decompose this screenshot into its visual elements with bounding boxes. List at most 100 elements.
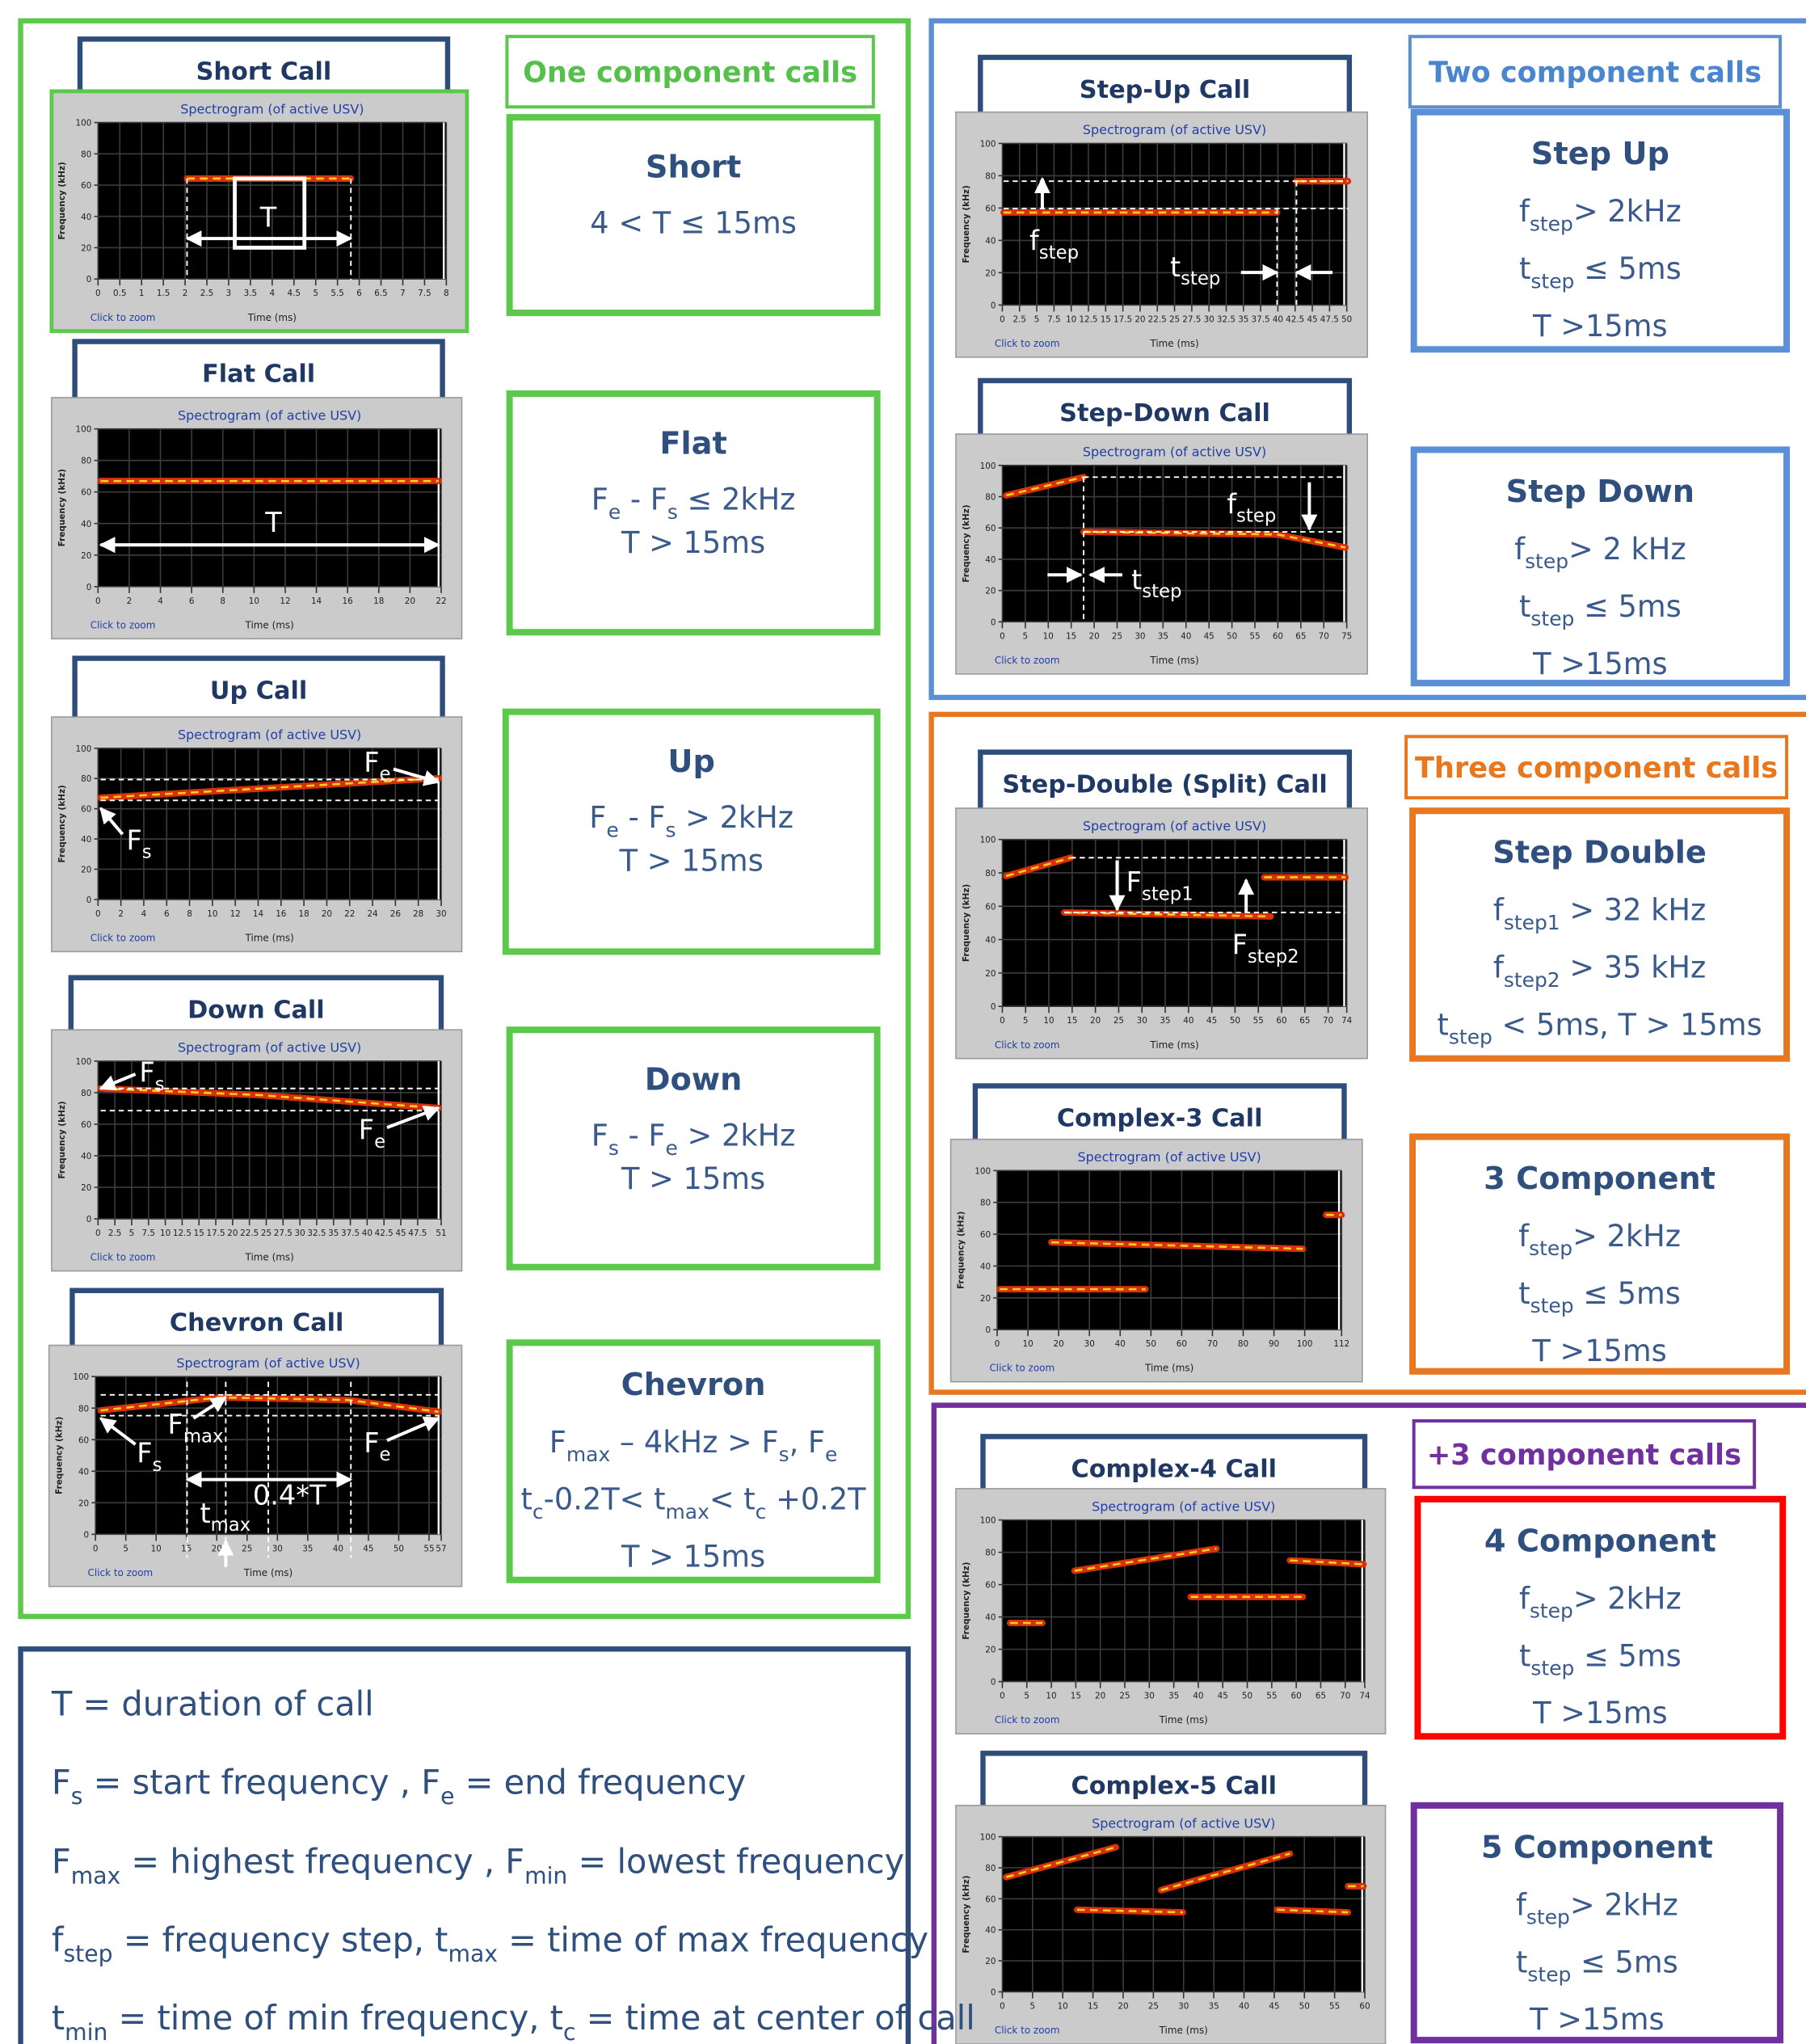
- text-part: = time at center of call: [575, 1998, 975, 2038]
- spectrogram-title: Spectrogram (of active USV): [178, 407, 361, 423]
- criteria-box: [506, 1339, 881, 1583]
- y-axis-label: Frequency (kHz): [57, 469, 67, 546]
- call-trace: [1273, 1906, 1352, 1916]
- subscript: e: [379, 1444, 390, 1465]
- annotation: tstep: [1170, 251, 1220, 289]
- text-part: F: [591, 482, 608, 516]
- x-tick-label: 45: [1269, 2001, 1279, 2011]
- x-tick-label: 10: [1058, 2001, 1068, 2011]
- panel-title: Down Call: [187, 997, 325, 1025]
- x-tick-label: 10: [249, 596, 259, 606]
- text-part: ≤ 5ms: [1571, 1945, 1678, 1979]
- subscript: step: [1529, 1237, 1572, 1260]
- y-tick-label: 80: [985, 171, 996, 181]
- section-heading: Two component calls: [1429, 56, 1762, 89]
- tab: [978, 54, 1353, 123]
- text-part: T: [259, 201, 277, 233]
- x-axis-label: Time (ms): [1149, 338, 1198, 349]
- text-part: > 2kHz: [1570, 1887, 1678, 1922]
- x-tick-label: 5: [1034, 314, 1040, 324]
- x-tick-label: 5: [1024, 1692, 1029, 1701]
- subscript: s: [608, 1136, 619, 1160]
- plot-area: [1002, 465, 1347, 622]
- x-tick-label: 2: [127, 596, 133, 606]
- criteria-line: tstep ≤ 5ms: [1519, 589, 1682, 630]
- y-tick-label: 80: [985, 1864, 996, 1873]
- x-tick-label: 18: [373, 596, 384, 606]
- section-heading: One component calls: [523, 56, 857, 89]
- criteria-line: T >15ms: [1531, 1334, 1666, 1368]
- y-tick-label: 60: [81, 1120, 91, 1130]
- y-tick-label: 0: [86, 583, 92, 592]
- x-tick-label: 45: [1307, 314, 1317, 324]
- x-tick-label: 12.5: [173, 1229, 192, 1238]
- call-trace-core: [100, 1087, 439, 1110]
- text-part: +0.2T: [766, 1482, 866, 1517]
- x-tick-label: 22.5: [240, 1229, 259, 1238]
- annotation: Fe: [364, 1427, 390, 1465]
- x-tick-label: 0: [1000, 2001, 1005, 2011]
- criteria-line: T > 15ms: [621, 1161, 765, 1196]
- x-tick-label: 10: [1043, 1016, 1054, 1026]
- section-header-box: [505, 35, 875, 109]
- definition: T = duration of call: [51, 1684, 374, 1723]
- y-tick-label: 60: [985, 1894, 996, 1904]
- subscript: s: [667, 500, 678, 524]
- arrow: [386, 1105, 440, 1130]
- annotation: 0.4*T: [253, 1479, 326, 1511]
- y-tick-label: 40: [78, 1467, 89, 1477]
- y-tick-label: 100: [76, 425, 92, 435]
- text-part: - F: [619, 1119, 666, 1153]
- x-tick-label: 55: [1253, 1016, 1264, 1026]
- x-tick-label: 6.5: [374, 289, 387, 298]
- subscript: c: [756, 1500, 767, 1524]
- y-tick-label: 60: [985, 902, 996, 912]
- x-tick-label: 20: [1095, 1692, 1105, 1701]
- text-part: < t: [709, 1482, 756, 1517]
- x-tick-label: 22.5: [1148, 314, 1167, 324]
- spectrogram-title: Spectrogram (of active USV): [176, 1355, 360, 1371]
- criteria-line: tc-0.2T< tmax< tc +0.2T: [521, 1482, 867, 1524]
- text-part: f: [1227, 488, 1237, 520]
- criteria-line: T > 15ms: [621, 525, 765, 560]
- x-tick-label: 5: [1023, 1016, 1029, 1026]
- criteria-line: fstep> 2kHz: [1519, 1581, 1682, 1622]
- annotation: Fstep1: [1126, 866, 1193, 904]
- criteria-heading: 3 Component: [1484, 1161, 1715, 1197]
- x-tick-label: 55: [423, 1544, 434, 1553]
- x-tick-label: 112: [1333, 1339, 1349, 1349]
- text-part: > 2kHz: [678, 1119, 796, 1153]
- annotation: tmax: [200, 1498, 250, 1536]
- criteria-line: T >15ms: [1529, 2002, 1664, 2037]
- y-tick-label: 60: [81, 181, 91, 191]
- x-tick-label: 15: [1071, 1692, 1081, 1701]
- y-tick-label: 80: [81, 457, 91, 466]
- x-tick-label: 65: [1295, 631, 1306, 641]
- x-tick-label: 70: [1207, 1339, 1218, 1349]
- x-tick-label: 30: [295, 1229, 305, 1238]
- subscript: s: [779, 1443, 789, 1466]
- criteria-line: tstep ≤ 5ms: [1518, 1276, 1681, 1317]
- x-tick-label: 25: [1148, 2001, 1159, 2011]
- text-part: F: [359, 1115, 374, 1146]
- subscript: s: [155, 1074, 165, 1095]
- subscript: e: [666, 1136, 678, 1160]
- text-part: ≤ 5ms: [1574, 589, 1681, 624]
- text-part: > 32 kHz: [1560, 893, 1707, 928]
- criteria-line: fstep> 2kHz: [1519, 194, 1682, 235]
- subscript: step2: [1504, 968, 1560, 992]
- arrow: [386, 1416, 440, 1443]
- subscript: e: [606, 818, 618, 841]
- y-tick-label: 0: [991, 617, 996, 627]
- section-heading: +3 component calls: [1427, 1439, 1741, 1472]
- y-tick-label: 100: [980, 461, 996, 471]
- subscript: step: [1181, 268, 1220, 289]
- spectrogram-title: Spectrogram (of active USV): [180, 101, 364, 116]
- zoom-link: Click to zoom: [995, 2025, 1060, 2036]
- x-tick-label: 45: [1206, 1016, 1217, 1026]
- text-part: f: [1516, 1887, 1527, 1922]
- text-part: f: [1493, 893, 1505, 928]
- section-box: [18, 18, 911, 1620]
- definition: Fmax = highest frequency , Fmin = lowest…: [52, 1842, 904, 1890]
